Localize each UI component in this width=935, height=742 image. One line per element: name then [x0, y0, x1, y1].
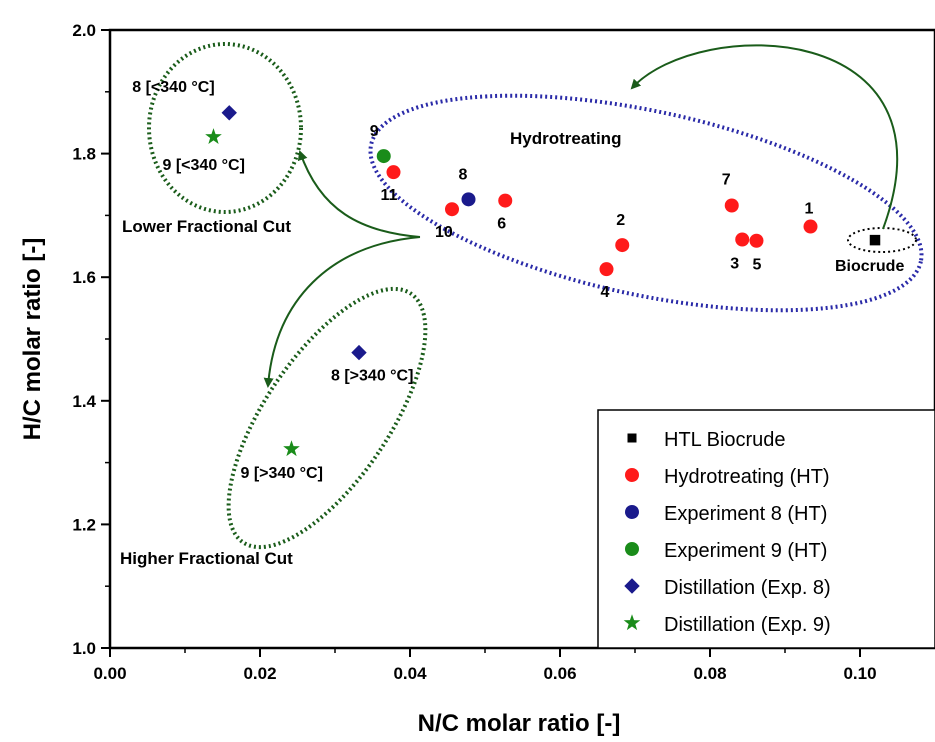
circle-point-5 [749, 233, 764, 248]
higher-cut-region-ellipse [226, 286, 428, 550]
diamond-point-8-340-c [351, 344, 367, 361]
point-label: 9 [<340 °C] [163, 157, 245, 174]
legend-marker-star [623, 614, 641, 631]
biocrude-region-ellipse [847, 227, 917, 253]
point-label: 9 [>340 °C] [241, 465, 323, 482]
hydrotreating-region-ellipse [368, 93, 924, 313]
y-tick-label: 1.2 [72, 515, 96, 534]
circle-point-10 [445, 202, 459, 217]
point-label: 6 [497, 216, 506, 233]
point-label: 11 [381, 187, 398, 204]
point-label: 5 [753, 257, 762, 274]
point-label: 3 [730, 256, 739, 273]
circle-point-6 [498, 193, 513, 208]
point-label: Biocrude [835, 258, 904, 275]
y-tick-label: 1.6 [72, 268, 96, 287]
legend-entry-label: Distillation (Exp. 8) [664, 577, 831, 599]
circle-point-4 [599, 262, 614, 277]
x-tick-label: 0.10 [843, 664, 876, 683]
x-tick-label: 0.00 [93, 664, 126, 683]
point-label: 8 [>340 °C] [331, 368, 413, 385]
point-label: 7 [722, 172, 731, 189]
x-axis-ticks: 0.00 0.02 0.04 0.06 0.08 0.10 [93, 648, 877, 683]
star-point-9-340-c [205, 128, 222, 144]
y-axis-ticks: 1.0 1.2 1.4 1.6 1.8 2.0 [72, 21, 110, 658]
y-axis-title: H/C molar ratio [-] [19, 238, 46, 441]
circle-point-8 [461, 192, 476, 207]
x-tick-label: 0.06 [543, 664, 576, 683]
circle-point-9 [376, 149, 391, 164]
legend: HTL Biocrude Hydrotreating (HT) Experiment… [597, 409, 935, 649]
y-tick-label: 1.0 [72, 639, 96, 658]
y-tick-label: 1.8 [72, 145, 96, 164]
legend-entry-label: Hydrotreating (HT) [664, 466, 830, 488]
to-higher-cut-arrow [263, 236, 421, 388]
legend-marker-diamond [624, 578, 640, 594]
y-tick-label: 1.4 [72, 392, 96, 411]
point-label: 8 [<340 °C] [132, 79, 214, 96]
circle-point-7 [724, 198, 739, 213]
lower-cut-region-ellipse [147, 42, 303, 214]
diamond-point-8-340-c [221, 105, 237, 121]
circle-point-2 [615, 238, 630, 253]
legend-box [597, 409, 935, 649]
point-label: 4 [601, 284, 610, 301]
higher-cut-region-label: Higher Fractional Cut [120, 549, 293, 568]
point-label: 2 [616, 212, 625, 229]
biocrude-to-hydrotreating-arrow [630, 44, 899, 230]
legend-entry-label: Distillation (Exp. 9) [664, 614, 831, 636]
x-axis-title: N/C molar ratio [-] [418, 710, 621, 737]
x-tick-label: 0.08 [693, 664, 726, 683]
circle-point-11 [386, 165, 401, 180]
point-label: 9 [370, 123, 379, 140]
x-tick-label: 0.04 [393, 664, 427, 683]
legend-marker-circle [625, 505, 639, 519]
legend-marker-circle [625, 468, 639, 482]
data-points [205, 105, 881, 457]
square-point-biocrude [869, 234, 881, 246]
legend-entry-label: HTL Biocrude [664, 429, 786, 451]
y-tick-label: 2.0 [72, 21, 96, 40]
star-point-9-340-c [283, 440, 300, 457]
hydrotreating-region-label: Hydrotreating [510, 129, 621, 148]
legend-marker-square [627, 433, 637, 443]
point-label: 10 [435, 224, 453, 241]
circle-point-1 [803, 219, 818, 234]
point-label: 1 [805, 201, 814, 218]
to-lower-cut-arrow [297, 150, 421, 238]
x-tick-label: 0.02 [243, 664, 276, 683]
point-label: 8 [459, 166, 468, 183]
legend-marker-circle [625, 542, 639, 556]
legend-entry-label: Experiment 8 (HT) [664, 503, 827, 525]
legend-entry-label: Experiment 9 (HT) [664, 540, 827, 562]
lower-cut-region-label: Lower Fractional Cut [122, 217, 291, 236]
circle-point-3 [735, 232, 750, 247]
point-labels: Biocrude 1 2 3 4 5 6 7 10 11 8 9 8 [<340 °C] 8 [>340 … [132, 79, 904, 482]
